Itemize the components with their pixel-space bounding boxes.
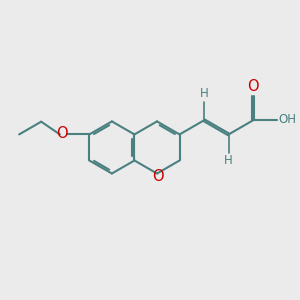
Text: O: O [152, 169, 164, 184]
Text: OH: OH [279, 113, 297, 126]
Text: H: H [224, 154, 233, 167]
Text: O: O [57, 126, 68, 141]
Text: H: H [200, 87, 208, 101]
Text: O: O [247, 79, 259, 94]
